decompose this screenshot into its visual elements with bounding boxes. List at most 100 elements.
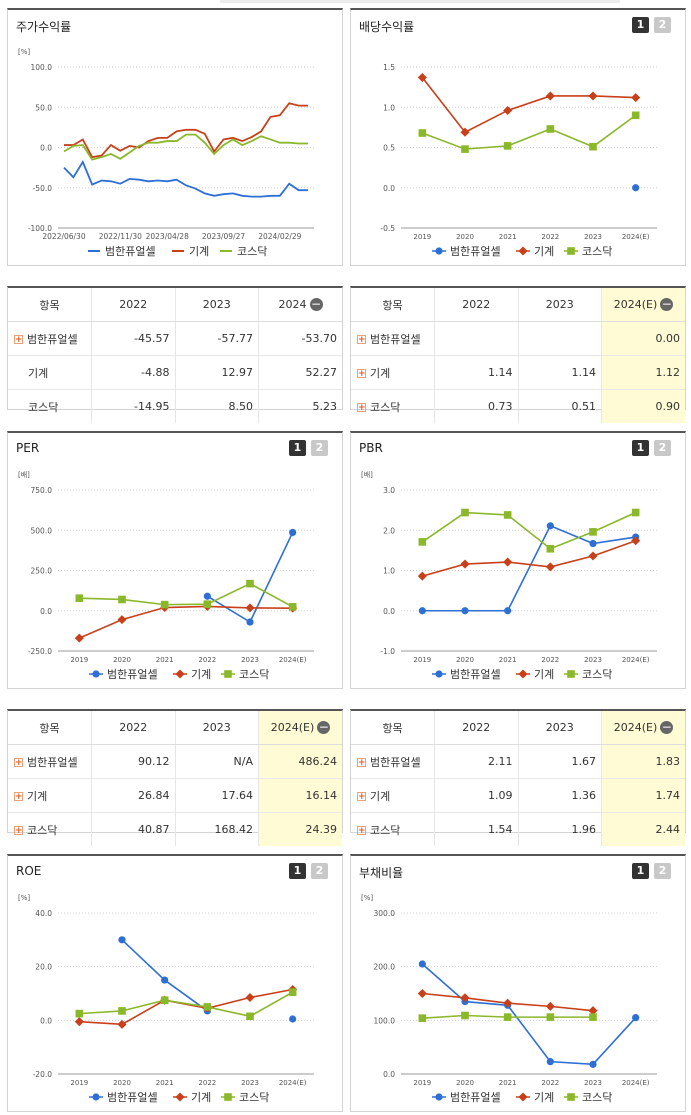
x-tick-label: 2024(E) bbox=[622, 233, 650, 241]
unit-label: [%] bbox=[18, 48, 30, 56]
legend-marker bbox=[435, 1093, 443, 1101]
data-point bbox=[288, 988, 297, 996]
view-1-button[interactable]: 1 bbox=[289, 863, 306, 879]
view-2-button[interactable]: 2 bbox=[654, 440, 671, 456]
value-cell: 1.67 bbox=[518, 744, 602, 779]
data-point bbox=[417, 571, 427, 581]
legend-marker bbox=[518, 669, 528, 679]
x-tick-label: 2020 bbox=[456, 656, 474, 664]
value-cell bbox=[518, 321, 602, 356]
view-2-button[interactable]: 2 bbox=[654, 863, 671, 879]
value-cell: 1.14 bbox=[518, 355, 602, 390]
y-tick-label: -100.0 bbox=[28, 224, 52, 233]
series-line bbox=[63, 160, 308, 198]
view-2-button[interactable]: 2 bbox=[654, 17, 671, 33]
series-line bbox=[64, 102, 308, 159]
x-tick-label: 2024(E) bbox=[279, 1079, 307, 1087]
table-row: + 범한퓨얼셀 -45.57 -57.77 -53.70 bbox=[8, 321, 342, 356]
plus-icon[interactable]: + bbox=[14, 335, 23, 345]
y-tick-label: 200.0 bbox=[374, 963, 396, 972]
x-tick-label: 2021 bbox=[156, 656, 174, 664]
data-point bbox=[631, 111, 640, 120]
column-header-label: 2024(E) bbox=[613, 297, 658, 311]
plus-icon[interactable]: + bbox=[357, 758, 366, 768]
legend-marker bbox=[435, 670, 443, 678]
column-header: 2023 bbox=[518, 711, 602, 745]
legend-label: 코스닥 bbox=[582, 245, 612, 258]
view-2-button[interactable]: 2 bbox=[311, 440, 328, 456]
data-point bbox=[118, 595, 126, 604]
data-point bbox=[589, 142, 597, 151]
table-row: + 범한퓨얼셀 2.11 1.67 1.83 bbox=[351, 744, 685, 779]
legend-label: 기계 bbox=[189, 245, 209, 258]
column-header-label: 2023 bbox=[545, 721, 574, 734]
minus-icon[interactable]: − bbox=[660, 297, 674, 312]
plus-icon[interactable]: + bbox=[357, 403, 366, 413]
value-cell: 90.12 bbox=[91, 744, 176, 779]
value-cell: 1.09 bbox=[434, 778, 519, 813]
row-name-cell: 코스닥 bbox=[8, 389, 92, 423]
column-header-label: 항목 bbox=[39, 298, 60, 312]
x-tick-label: 2024(E) bbox=[622, 1079, 650, 1087]
data-point bbox=[246, 618, 254, 626]
view-1-button[interactable]: 1 bbox=[632, 440, 649, 456]
row-name: 기계 bbox=[27, 789, 48, 803]
table-row: + 코스닥 40.87 168.42 24.39 bbox=[8, 812, 342, 846]
column-header: 항목 bbox=[8, 711, 92, 745]
x-tick-label: 2021 bbox=[156, 1079, 174, 1087]
plus-icon[interactable]: + bbox=[14, 792, 23, 802]
data-point bbox=[545, 562, 555, 572]
plus-icon[interactable]: + bbox=[14, 826, 23, 836]
plus-icon[interactable]: + bbox=[357, 826, 366, 836]
plus-icon[interactable]: + bbox=[357, 792, 366, 802]
minus-icon[interactable]: − bbox=[309, 297, 323, 312]
row-name: 범한퓨얼셀 bbox=[27, 755, 78, 769]
x-tick-label: 2022/06/30 bbox=[42, 232, 85, 241]
legend-marker bbox=[175, 669, 185, 679]
plus-icon[interactable]: + bbox=[14, 758, 23, 768]
legend-marker bbox=[224, 670, 232, 678]
legend-marker bbox=[518, 1092, 528, 1102]
plus-icon[interactable]: + bbox=[357, 335, 366, 345]
legend-marker bbox=[567, 1093, 575, 1101]
data-point bbox=[75, 594, 84, 602]
table-row: + 코스닥 0.73 0.51 0.90 bbox=[351, 389, 685, 423]
minus-icon[interactable]: − bbox=[317, 720, 331, 735]
x-tick-label: 2021 bbox=[499, 233, 517, 241]
view-1-button[interactable]: 1 bbox=[289, 440, 306, 456]
x-tick-label: 2021 bbox=[499, 656, 517, 664]
legend-marker bbox=[92, 670, 100, 678]
view-1-button[interactable]: 1 bbox=[632, 17, 649, 33]
column-header: 2024(E) − bbox=[258, 711, 342, 745]
view-1-button[interactable]: 1 bbox=[632, 863, 649, 879]
value-cell: 16.14 bbox=[258, 778, 342, 813]
data-point bbox=[504, 607, 512, 615]
table-row: + 기계 1.14 1.14 1.12 bbox=[351, 355, 685, 390]
data-point bbox=[461, 1011, 469, 1020]
row-name-cell: + 기계 bbox=[351, 778, 435, 813]
legend-label: 기계 bbox=[534, 668, 554, 681]
panel-title: 주가수익률 bbox=[16, 20, 72, 34]
legend-label: 코스닥 bbox=[239, 1091, 269, 1104]
value-cell: 1.12 bbox=[601, 355, 685, 390]
view-2-button[interactable]: 2 bbox=[311, 863, 328, 879]
series-1 bbox=[74, 601, 298, 643]
pbr-data-table: 항목 2022 2023 2024(E) − + 범한퓨얼셀 2.11 1.67 1.83 + 기계 1… bbox=[351, 711, 685, 846]
column-header: 2023 bbox=[175, 288, 259, 322]
legend-label: 코스닥 bbox=[239, 668, 269, 681]
data-point bbox=[203, 592, 211, 600]
minus-icon[interactable]: − bbox=[660, 720, 674, 735]
legend-label: 코스닥 bbox=[582, 668, 612, 681]
data-point bbox=[589, 528, 597, 536]
column-header-label: 2022 bbox=[119, 721, 148, 734]
dividend-chart-svg: 1.5 1.0 0.5 0.0 -0.5 2019 2020 2021 2022 2023 2024… bbox=[380, 63, 657, 258]
data-point bbox=[503, 557, 513, 567]
column-header-label: 2024(E) bbox=[613, 720, 658, 734]
data-point bbox=[117, 1019, 127, 1029]
unit-label: [배] bbox=[18, 470, 30, 479]
x-tick-label: 2019 bbox=[70, 1079, 88, 1087]
y-tick-label: 0.5 bbox=[383, 144, 395, 153]
roe-chart-svg: [%] 40.0 20.0 0.0 -20.0 2019 2020 2021 2022 2023 2… bbox=[18, 894, 314, 1104]
value-cell: -14.95 bbox=[91, 389, 176, 423]
plus-icon[interactable]: + bbox=[357, 369, 366, 379]
